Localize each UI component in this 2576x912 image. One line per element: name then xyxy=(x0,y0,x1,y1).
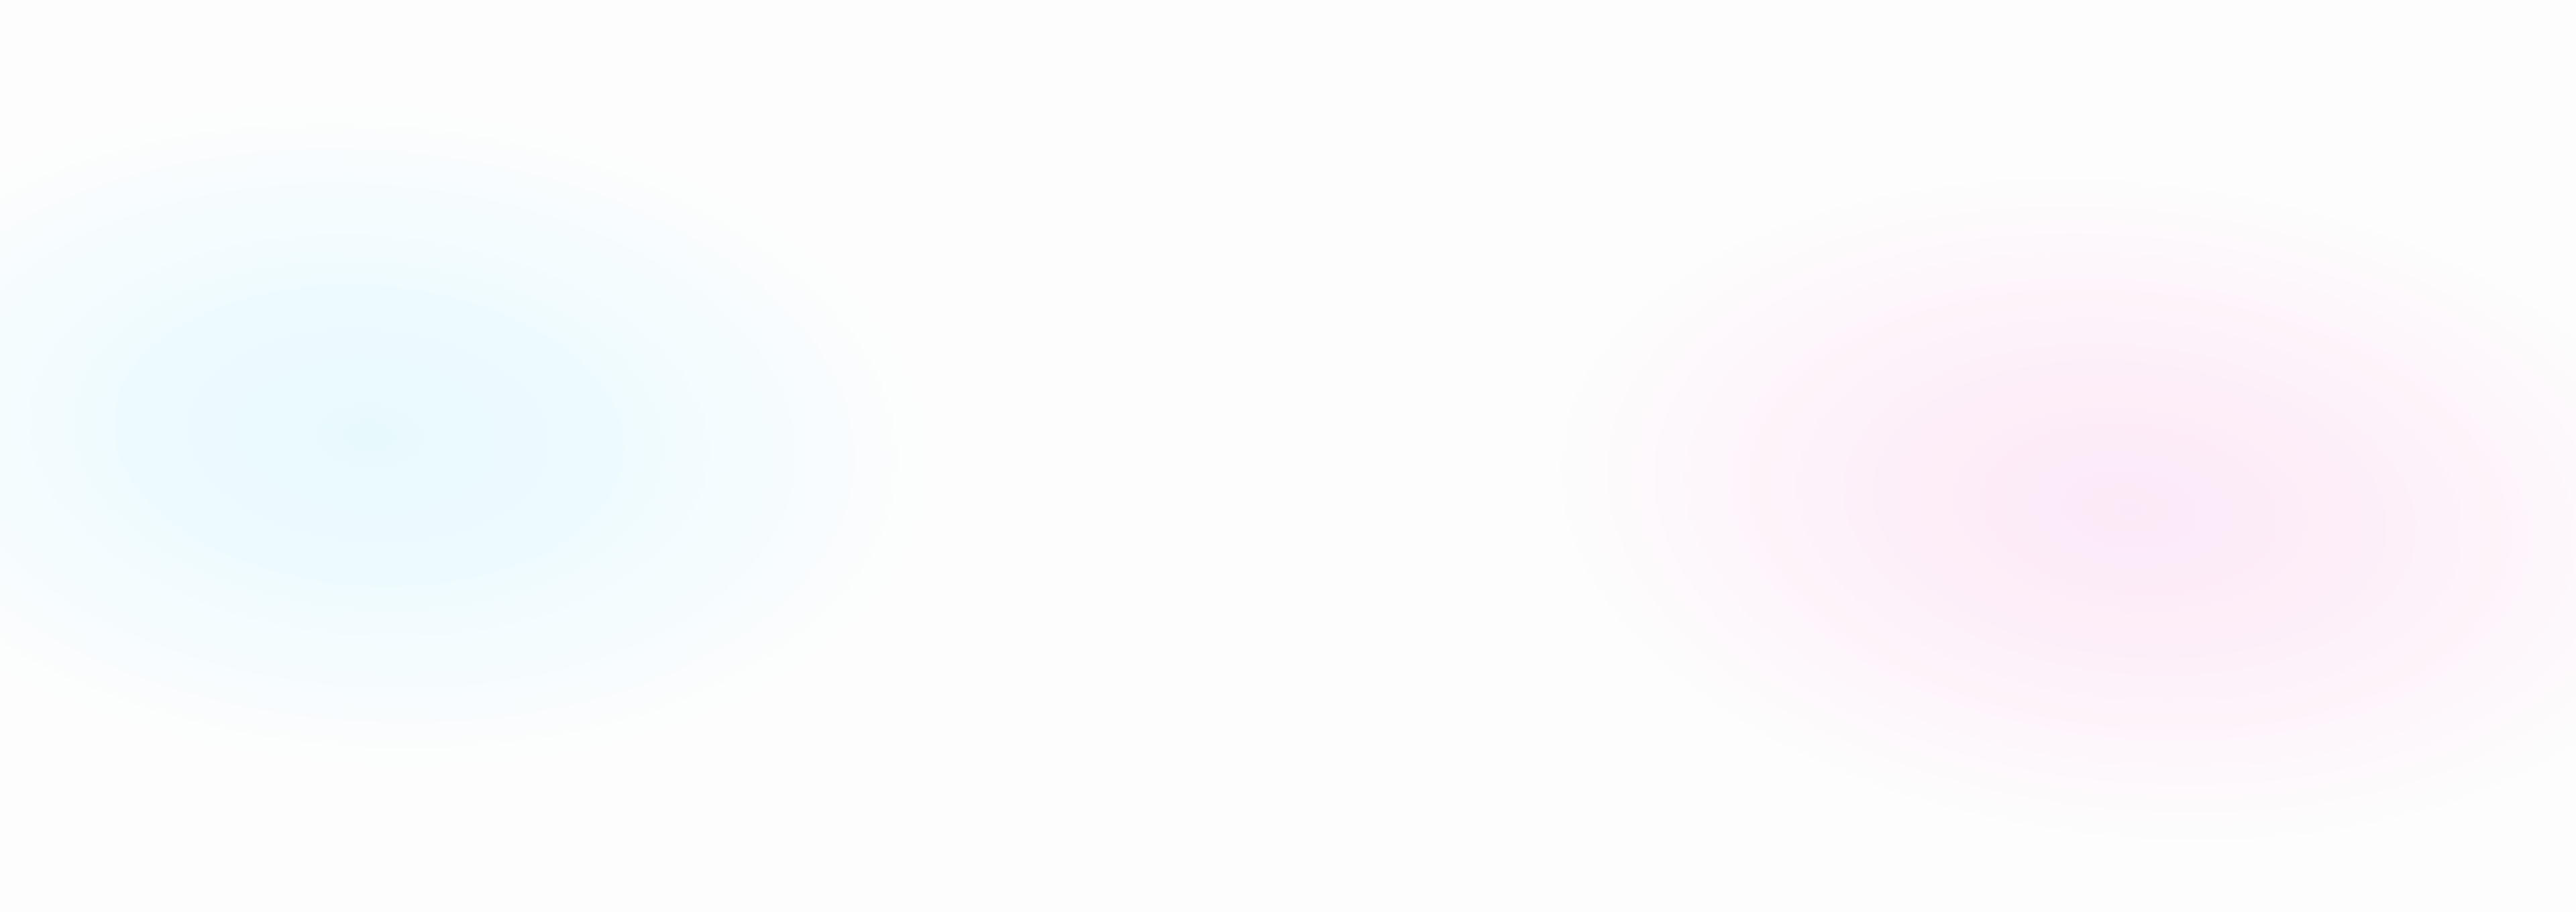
cyan-gradient-glow xyxy=(0,61,961,811)
pink-gradient-glow xyxy=(1511,115,2576,905)
